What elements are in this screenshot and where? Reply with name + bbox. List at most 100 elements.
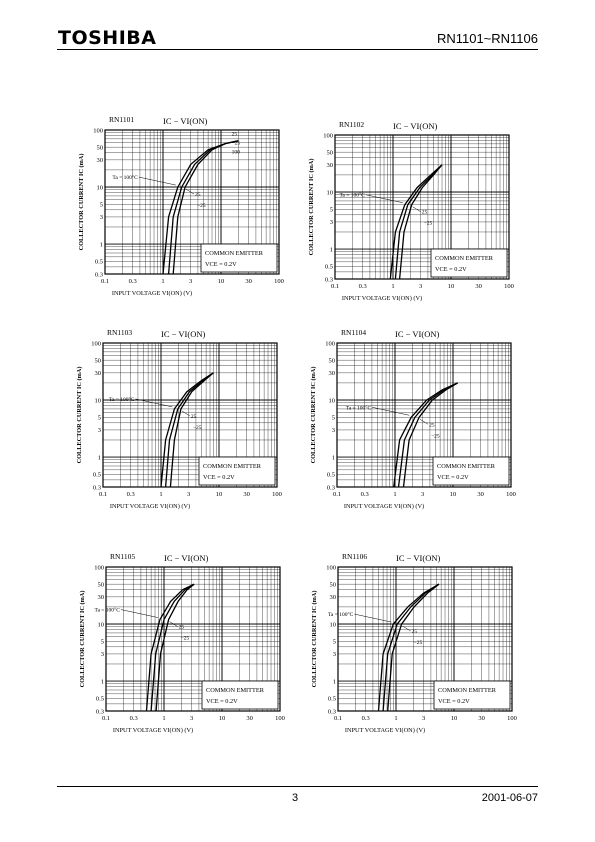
y-tick-label: 0.5 [325,264,333,271]
y-axis-label: COLLECTOR CURRENT IC (mA) [310,367,317,464]
curve-1 [164,372,214,488]
part-label: RN1103 [107,328,132,337]
curve-0 [389,164,443,280]
plot-frame [336,342,512,488]
y-axis-label: COLLECTOR CURRENT IC (mA) [76,367,83,464]
y-tick-label: 50 [98,581,105,588]
ta-label: Ta = 100°C [328,611,354,618]
y-tick-label: 3 [333,651,336,658]
temp-label-minus25: −25 [193,425,202,431]
y-tick-label: 0.3 [328,708,336,715]
ta-label: Ta = 100°C [109,396,135,403]
curve-0 [145,583,195,712]
condition-box [200,243,278,273]
y-tick-label: 1 [333,678,336,685]
x-tick-label: 10 [218,278,225,285]
x-tick-label: 0.3 [361,491,369,498]
y-tick-label: 0.5 [95,259,103,266]
y-tick-label: 1 [100,241,103,248]
y-tick-label: 3 [100,214,103,221]
x-tick-label: 3 [421,491,424,498]
y-tick-label: 3 [98,427,101,434]
y-tick-label: 50 [329,357,336,364]
x-tick-label: 0.3 [127,491,135,498]
x-tick-label: 10 [219,715,226,722]
curve-2 [402,382,458,488]
x-tick-label: 30 [243,491,250,498]
y-tick-label: 30 [327,162,334,169]
temp-label-25: 25 [412,629,418,635]
y-tick-label: 0.3 [96,708,104,715]
x-tick-label: 3 [190,715,193,722]
temp-label-25: 25 [422,210,428,216]
temp-label-25: 25 [179,625,185,631]
x-axis-label: INPUT VOLTAGE VI(ON) (V) [344,503,424,510]
x-tick-label: 100 [507,715,517,722]
y-tick-label: 5 [98,415,101,422]
x-tick-label: 10 [451,715,458,722]
condition-line-1: COMMON EMITTER [437,463,496,470]
curve-1 [382,583,440,712]
plot-frame [102,342,278,488]
x-tick-label: 1 [161,278,164,285]
condition-box [433,680,511,710]
y-tick-label: 50 [327,149,334,156]
y-tick-label: 1 [98,454,101,461]
x-tick-label: 1 [394,715,397,722]
x-tick-label: 10 [216,491,223,498]
y-tick-label: 10 [330,621,337,628]
curve-0 [377,583,440,712]
y-tick-label: 100 [91,340,101,347]
x-tick-label: 30 [475,283,482,290]
x-tick-label: 3 [189,278,192,285]
y-tick-label: 0.3 [95,271,103,278]
grid [102,342,278,488]
temp-label-minus25: −25 [431,433,440,439]
ta-label: Ta = 100°C [346,404,372,411]
x-tick-label: 1 [391,283,394,290]
temp-leader [185,188,195,195]
curve-0 [393,382,458,488]
plot-frame [105,566,281,712]
x-axis-label: INPUT VOLTAGE VI(ON) (V) [342,295,422,302]
y-tick-label: 10 [327,189,334,196]
temp-leader [181,410,190,417]
x-tick-label: 100 [504,283,514,290]
x-tick-label: 3 [422,715,425,722]
ta-leader [372,407,410,416]
brand-logo: TOSHIBA [58,27,157,49]
y-axis-label: COLLECTOR CURRENT IC (mA) [78,154,85,251]
plot-frame [104,129,280,275]
plot-frame [337,566,513,712]
x-tick-label: 3 [419,283,422,290]
y-tick-label: 30 [95,370,102,377]
x-axis-label: INPUT VOLTAGE VI(ON) (V) [345,727,425,734]
ta-leader [138,176,176,186]
header-rule [57,49,538,50]
y-tick-label: 10 [97,184,104,191]
condition-line-2: VCE = 0.2V [206,698,238,705]
condition-line-2: VCE = 0.2V [437,474,469,481]
curve-2 [169,372,214,488]
y-tick-label: 0.3 [327,484,335,491]
y-tick-label: 0.5 [96,696,104,703]
y-tick-label: 100 [93,127,103,134]
y-tick-label: 30 [98,594,105,601]
ta-label: Ta = 100°C [112,174,138,181]
x-tick-label: 100 [506,491,516,498]
x-tick-label: 1 [159,491,162,498]
ta-leader [354,613,392,623]
y-tick-label: 1 [332,454,335,461]
x-tick-label: 0.1 [334,715,342,722]
chart-title: IC − VI(ON) [395,329,439,339]
y-axis-label: COLLECTOR CURRENT IC (mA) [79,591,86,688]
y-tick-label: 30 [329,370,336,377]
curve-2 [387,583,440,712]
x-tick-label: 100 [275,715,285,722]
chart-title: IC − VI(ON) [163,116,207,126]
x-tick-label: 0.3 [362,715,370,722]
